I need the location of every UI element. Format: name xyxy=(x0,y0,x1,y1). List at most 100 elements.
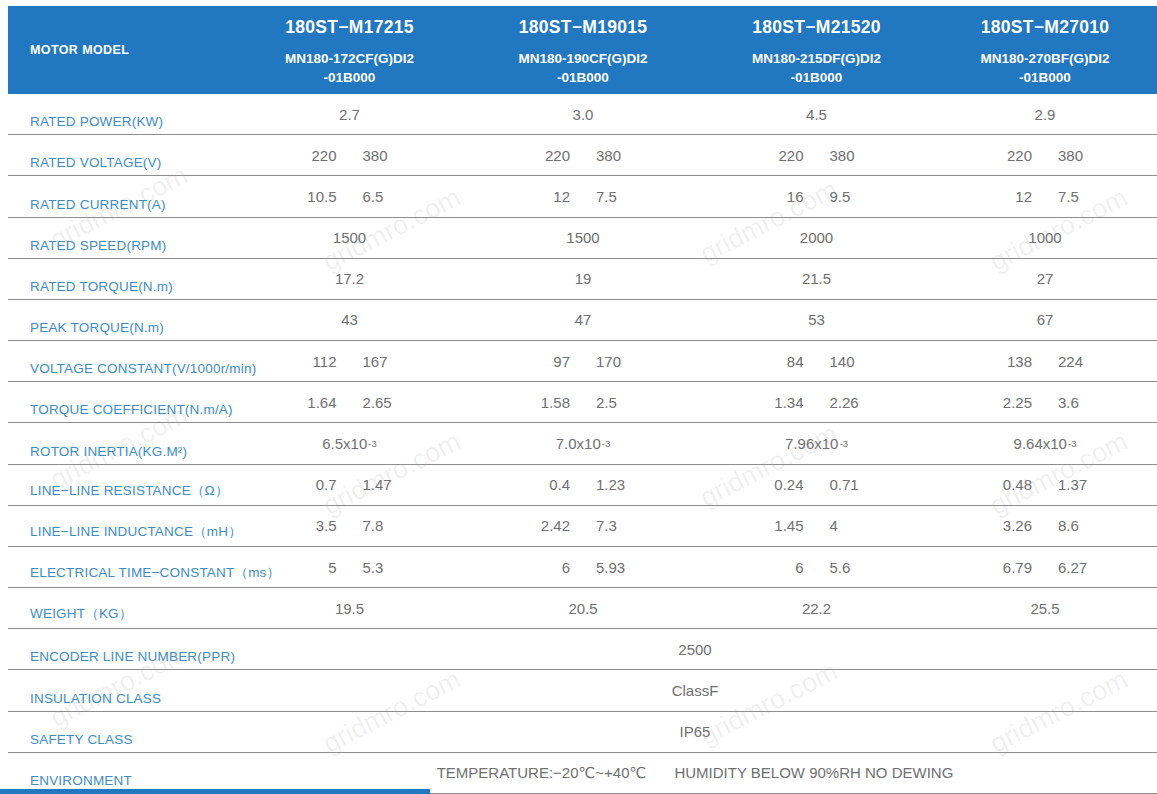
cell: 0.71.47 xyxy=(233,465,466,505)
column-header-m27010: 180ST−M27010 MN180-270BF(G)DI2 -01B000 xyxy=(933,6,1157,94)
cell: 53 xyxy=(700,300,933,340)
table-header: MOTOR MODEL 180ST−M17215 MN180-172CF(G)D… xyxy=(8,6,1157,94)
header-motor-model-cell: MOTOR MODEL xyxy=(8,6,233,94)
cell: 19 xyxy=(466,259,700,299)
column-header-m17215: 180ST−M17215 MN180-172CF(G)DI2 -01B000 xyxy=(233,6,466,94)
model-name: 180ST−M27010 xyxy=(981,17,1110,38)
cell: 2.253.6 xyxy=(933,382,1157,422)
row-insulation-class: INSULATION CLASS ClassF xyxy=(8,670,1157,711)
environment-humidity: HUMIDITY BELOW 90%RH NO DEWING xyxy=(674,764,953,781)
cell: 27 xyxy=(933,259,1157,299)
row-electrical-time-constant: ELECTRICAL TIME−CONSTANT（ms） 55.3 65.93 … xyxy=(8,547,1157,588)
cell: 84140 xyxy=(700,341,933,381)
cell: 1.642.65 xyxy=(233,382,466,422)
cell: 1000 xyxy=(933,218,1157,258)
cell: 138224 xyxy=(933,341,1157,381)
cell: 67 xyxy=(933,300,1157,340)
row-rated-torque: RATED TORQUE(N.m) 17.2 19 21.5 27 xyxy=(8,259,1157,300)
cell: 65.93 xyxy=(466,547,700,587)
cell: 43 xyxy=(233,300,466,340)
row-rated-voltage: RATED VOLTAGE(V) 220380 220380 220380 22… xyxy=(8,135,1157,176)
cell: 3.0 xyxy=(466,94,700,134)
cell: 17.2 xyxy=(233,259,466,299)
row-label: RATED SPEED(RPM) xyxy=(8,218,233,258)
cell: 0.41.23 xyxy=(466,465,700,505)
row-torque-coefficient: TORQUE COEFFICIENT(N.m/A) 1.642.65 1.582… xyxy=(8,382,1157,423)
row-label: WEIGHT（KG） xyxy=(8,588,233,628)
row-voltage-constant: VOLTAGE CONSTANT(V/1000r/min) 112167 971… xyxy=(8,341,1157,382)
cell: 0.481.37 xyxy=(933,465,1157,505)
cell-merged: TEMPERATURE:−20℃~+40℃ HUMIDITY BELOW 90%… xyxy=(233,753,1157,793)
cell: 97170 xyxy=(466,341,700,381)
cell: 21.5 xyxy=(700,259,933,299)
cell-merged: 2500 xyxy=(233,629,1157,669)
cell: 20.5 xyxy=(466,588,700,628)
cell: 220380 xyxy=(700,135,933,175)
cell: 9.64x10-3 xyxy=(933,423,1157,463)
cell: 10.56.5 xyxy=(233,176,466,216)
cell: 7.96x10-3 xyxy=(700,423,933,463)
row-label: ENVIRONMENT xyxy=(8,753,233,793)
cell: 1.454 xyxy=(700,506,933,546)
next-section-header-edge xyxy=(0,789,430,794)
cell: 2.9 xyxy=(933,94,1157,134)
row-safety-class: SAFETY CLASS IP65 xyxy=(8,712,1157,753)
row-label: VOLTAGE CONSTANT(V/1000r/min) xyxy=(8,341,233,381)
row-label: RATED CURRENT(A) xyxy=(8,176,233,216)
cell: 3.268.6 xyxy=(933,506,1157,546)
row-rated-current: RATED CURRENT(A) 10.56.5 127.5 169.5 127… xyxy=(8,176,1157,217)
model-subname-line2: -01B000 xyxy=(752,68,881,87)
row-label: TORQUE COEFFICIENT(N.m/A) xyxy=(8,382,233,422)
row-encoder-line-number: ENCODER LINE NUMBER(PPR) 2500 xyxy=(8,629,1157,670)
row-label: LINE−LINE INDUCTANCE（mH） xyxy=(8,506,233,546)
cell: 0.240.71 xyxy=(700,465,933,505)
motor-model-label: MOTOR MODEL xyxy=(30,43,129,57)
model-name: 180ST−M19015 xyxy=(519,17,648,38)
row-label: RATED POWER(KW) xyxy=(8,94,233,134)
cell: 1500 xyxy=(466,218,700,258)
row-label: SAFETY CLASS xyxy=(8,712,233,752)
row-environment: ENVIRONMENT TEMPERATURE:−20℃~+40℃ HUMIDI… xyxy=(8,753,1157,794)
cell: 6.5x10-3 xyxy=(233,423,466,463)
cell: 220380 xyxy=(933,135,1157,175)
row-rotor-inertia: ROTOR INERTIA(KG.M²) 6.5x10-3 7.0x10-3 7… xyxy=(8,423,1157,464)
row-line-inductance: LINE−LINE INDUCTANCE（mH） 3.57.8 2.427.3 … xyxy=(8,506,1157,547)
row-peak-torque: PEAK TORQUE(N.m) 43 47 53 67 xyxy=(8,300,1157,341)
model-subname-line1: MN180-270BF(G)DI2 xyxy=(980,49,1109,68)
model-subname-line2: -01B000 xyxy=(980,68,1109,87)
row-label: ELECTRICAL TIME−CONSTANT（ms） xyxy=(8,547,233,587)
cell: 1.342.26 xyxy=(700,382,933,422)
cell: 55.3 xyxy=(233,547,466,587)
model-subname-line2: -01B000 xyxy=(285,68,414,87)
cell: 1.582.5 xyxy=(466,382,700,422)
cell: 112167 xyxy=(233,341,466,381)
cell: 19.5 xyxy=(233,588,466,628)
column-header-m19015: 180ST−M19015 MN180-190CF(G)DI2 -01B000 xyxy=(466,6,700,94)
cell: 220380 xyxy=(233,135,466,175)
row-label: LINE−LINE RESISTANCE（Ω） xyxy=(8,465,233,505)
row-weight: WEIGHT（KG） 19.5 20.5 22.2 25.5 xyxy=(8,588,1157,629)
cell: 47 xyxy=(466,300,700,340)
cell: 127.5 xyxy=(933,176,1157,216)
row-rated-power: RATED POWER(KW) 2.7 3.0 4.5 2.9 xyxy=(8,94,1157,135)
row-label: RATED VOLTAGE(V) xyxy=(8,135,233,175)
environment-temperature: TEMPERATURE:−20℃~+40℃ xyxy=(437,764,647,782)
cell: 2000 xyxy=(700,218,933,258)
spec-sheet: gridmro.com gridmro.com gridmro.com grid… xyxy=(0,0,1157,794)
cell: 25.5 xyxy=(933,588,1157,628)
row-rated-speed: RATED SPEED(RPM) 1500 1500 2000 1000 xyxy=(8,218,1157,259)
cell-merged: IP65 xyxy=(233,712,1157,752)
row-label: INSULATION CLASS xyxy=(8,670,233,710)
model-name: 180ST−M21520 xyxy=(752,17,881,38)
column-header-m21520: 180ST−M21520 MN180-215DF(G)DI2 -01B000 xyxy=(700,6,933,94)
cell: 22.2 xyxy=(700,588,933,628)
cell: 7.0x10-3 xyxy=(466,423,700,463)
cell: 220380 xyxy=(466,135,700,175)
model-name: 180ST−M17215 xyxy=(285,17,414,38)
row-label: ENCODER LINE NUMBER(PPR) xyxy=(8,629,233,669)
cell: 127.5 xyxy=(466,176,700,216)
cell: 6.796.27 xyxy=(933,547,1157,587)
spec-table: MOTOR MODEL 180ST−M17215 MN180-172CF(G)D… xyxy=(8,6,1157,794)
model-subname-line2: -01B000 xyxy=(518,68,647,87)
table-body: RATED POWER(KW) 2.7 3.0 4.5 2.9 RATED VO… xyxy=(8,94,1157,794)
